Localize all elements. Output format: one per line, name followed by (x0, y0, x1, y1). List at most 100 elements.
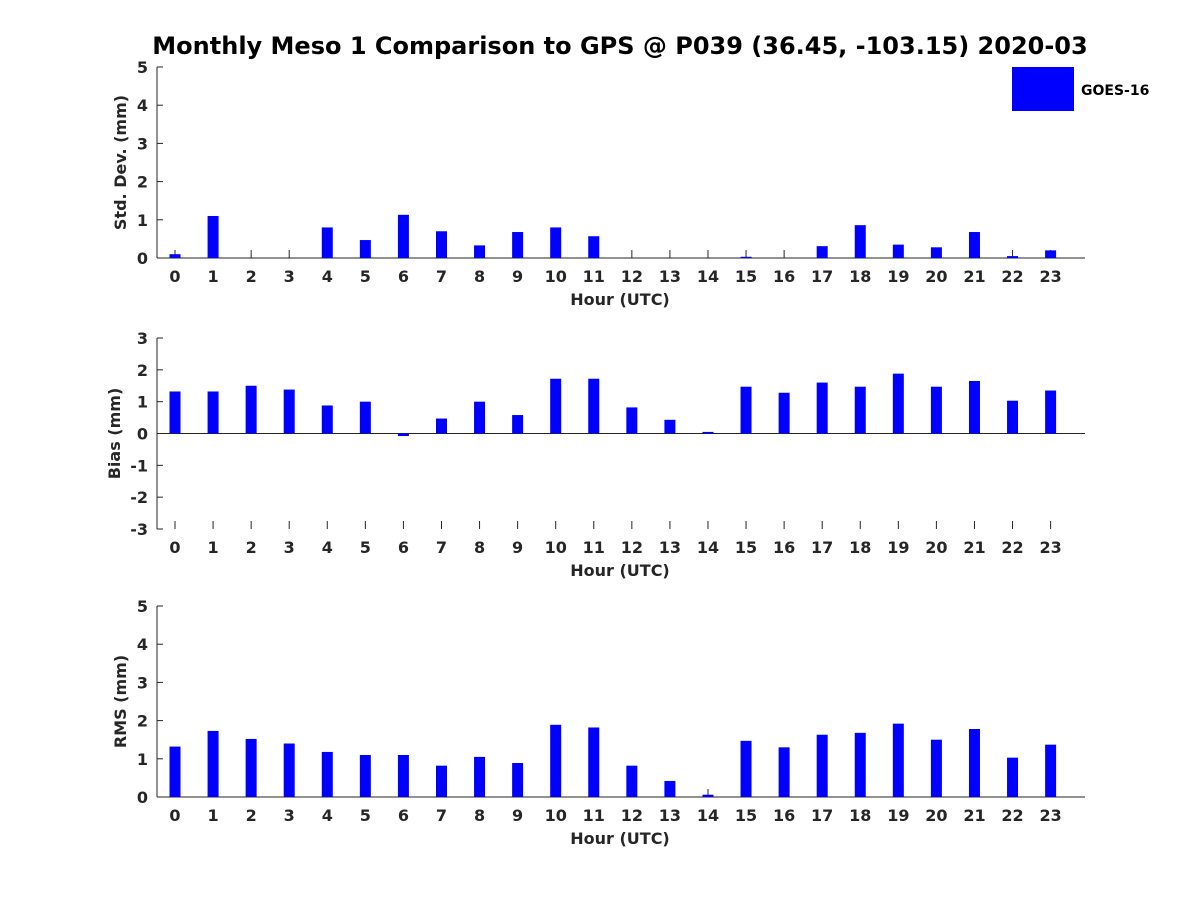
bias-bar-hour-16 (778, 392, 790, 434)
bias-bar-hour-10 (550, 378, 562, 434)
std-x-tick-label: 9 (512, 267, 523, 286)
bias-x-tick-label: 21 (963, 538, 985, 557)
legend-label-goes-16: GOES-16 (1081, 83, 1149, 99)
bias-bar-hour-4 (321, 405, 333, 434)
bias-bar-hour-9 (512, 415, 524, 434)
std-x-tick-label: 7 (436, 267, 447, 286)
rms-bar-hour-19 (892, 723, 904, 797)
bias-bar-hour-17 (816, 382, 828, 434)
std-bar-hour-15 (740, 256, 752, 258)
std-y-tick-label: 1 (137, 211, 148, 230)
bias-x-tick-label: 16 (773, 538, 795, 557)
std-y-tick-label: 4 (137, 96, 148, 115)
std-y-tick-label: 5 (137, 58, 148, 77)
std-x-tick-label: 13 (659, 267, 681, 286)
std-x-tick-label: 4 (322, 267, 333, 286)
bias-bar-hour-1 (207, 391, 219, 434)
bias-x-tick-label: 5 (360, 538, 371, 557)
rms-x-tick-label: 18 (849, 806, 871, 825)
std-x-tick-label: 21 (963, 267, 985, 286)
std-x-tick-label: 11 (583, 267, 605, 286)
bias-x-tick-label: 22 (1001, 538, 1023, 557)
bias-x-tick-label: 19 (887, 538, 909, 557)
bias-y-tick-label: -2 (130, 488, 148, 507)
std-x-tick-label: 2 (246, 267, 257, 286)
rms-bar-hour-16 (778, 747, 790, 797)
bias-x-tick-label: 23 (1039, 538, 1061, 557)
rms-bar-hour-12 (626, 765, 638, 797)
bias-x-tick-label: 11 (583, 538, 605, 557)
rms-x-tick-label: 23 (1039, 806, 1061, 825)
bias-x-tick-label: 15 (735, 538, 757, 557)
rms-bar-hour-11 (588, 727, 600, 797)
rms-x-tick-label: 2 (246, 806, 257, 825)
std-x-tick-label: 20 (925, 267, 947, 286)
rms-x-tick-label: 22 (1001, 806, 1023, 825)
legend-swatch-goes-16 (1012, 67, 1074, 111)
legend: GOES-16 (1012, 67, 1149, 111)
bias-bar-hour-14 (702, 431, 714, 434)
bias-bar-hour-11 (588, 378, 600, 434)
rms-bar-hour-20 (930, 739, 942, 797)
std-x-tick-label: 16 (773, 267, 795, 286)
rms-bar-hour-17 (816, 734, 828, 797)
std-bar-hour-22 (1007, 256, 1019, 258)
rms-y-tick-label: 5 (137, 597, 148, 616)
bias-bar-hour-22 (1007, 400, 1019, 434)
bias-x-tick-label: 2 (246, 538, 257, 557)
bias-bar-hour-15 (740, 386, 752, 434)
rms-bar-hour-4 (321, 751, 333, 797)
std-bar-hour-11 (588, 236, 600, 258)
rms-y-tick-label: 2 (137, 712, 148, 731)
std-x-tick-label: 12 (621, 267, 643, 286)
rms-y-tick-label: 1 (137, 750, 148, 769)
rms-ylabel: RMS (mm) (111, 655, 130, 748)
rms-bar-hour-9 (512, 763, 524, 797)
rms-x-tick-label: 10 (545, 806, 567, 825)
bias-bar-hour-19 (892, 373, 904, 434)
rms-bar-hour-5 (359, 754, 371, 797)
std-x-tick-label: 10 (545, 267, 567, 286)
std-bar-hour-5 (359, 240, 371, 258)
rms-bar-hour-2 (245, 738, 257, 797)
rms-bar-hour-15 (740, 740, 752, 797)
rms-x-tick-label: 11 (583, 806, 605, 825)
std-x-tick-label: 14 (697, 267, 719, 286)
bias-bar-hour-6 (397, 433, 409, 437)
rms-x-tick-label: 3 (284, 806, 295, 825)
rms-bar-hour-7 (435, 765, 447, 797)
std-bar-hour-19 (892, 244, 904, 258)
rms-x-tick-label: 17 (811, 806, 833, 825)
bias-x-tick-label: 0 (169, 538, 180, 557)
bias-y-tick-label: 3 (137, 329, 148, 348)
std-x-tick-label: 5 (360, 267, 371, 286)
bias-x-tick-label: 8 (474, 538, 485, 557)
std-bar-hour-9 (512, 232, 524, 258)
rms-x-tick-label: 19 (887, 806, 909, 825)
std-x-tick-label: 19 (887, 267, 909, 286)
rms-x-tick-label: 9 (512, 806, 523, 825)
bias-y-tick-label: 1 (137, 393, 148, 412)
bias-bar-hour-13 (664, 419, 676, 434)
std-x-tick-label: 1 (207, 267, 218, 286)
bias-x-tick-label: 13 (659, 538, 681, 557)
bias-y-tick-label: 2 (137, 361, 148, 380)
std-bar-hour-21 (968, 232, 980, 258)
rms-bar-hour-13 (664, 780, 676, 797)
bias-x-tick-label: 7 (436, 538, 447, 557)
std-y-tick-label: 2 (137, 173, 148, 192)
rms-y-tick-label: 4 (137, 635, 148, 654)
std-bar-hour-17 (816, 246, 828, 258)
rms-x-tick-label: 16 (773, 806, 795, 825)
rms-bar-hour-18 (854, 732, 866, 797)
bias-bar-hour-21 (968, 380, 980, 434)
rms-x-tick-label: 1 (207, 806, 218, 825)
bias-x-tick-label: 14 (697, 538, 719, 557)
std-bar-hour-0 (169, 254, 181, 258)
std-bar-hour-6 (397, 214, 409, 258)
rms-x-tick-label: 21 (963, 806, 985, 825)
std-bar-hour-4 (321, 227, 333, 258)
rms-bar-hour-0 (169, 746, 181, 797)
